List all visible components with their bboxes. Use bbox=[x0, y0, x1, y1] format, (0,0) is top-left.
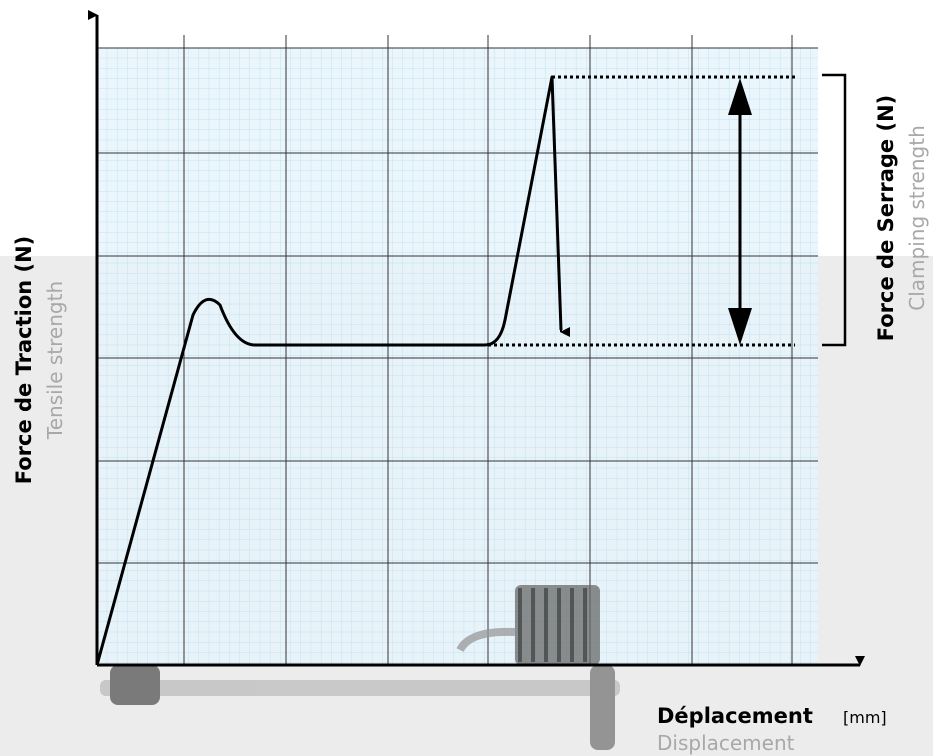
x-title: Déplacement bbox=[657, 704, 813, 728]
x-unit: [mm] bbox=[843, 708, 887, 727]
part-illustration bbox=[100, 585, 620, 750]
clamping-title: Force de Serrage (N) bbox=[874, 95, 898, 341]
clamping-subtitle: Clamping strength bbox=[905, 125, 929, 310]
bracket bbox=[822, 73, 847, 347]
x-subtitle: Displacement bbox=[657, 731, 795, 755]
minor-grid bbox=[97, 48, 818, 665]
y-title: Force de Traction (N) bbox=[12, 236, 36, 485]
y-subtitle: Tensile strength bbox=[43, 281, 67, 440]
dotted-levels bbox=[488, 75, 795, 347]
curve bbox=[95, 75, 563, 666]
